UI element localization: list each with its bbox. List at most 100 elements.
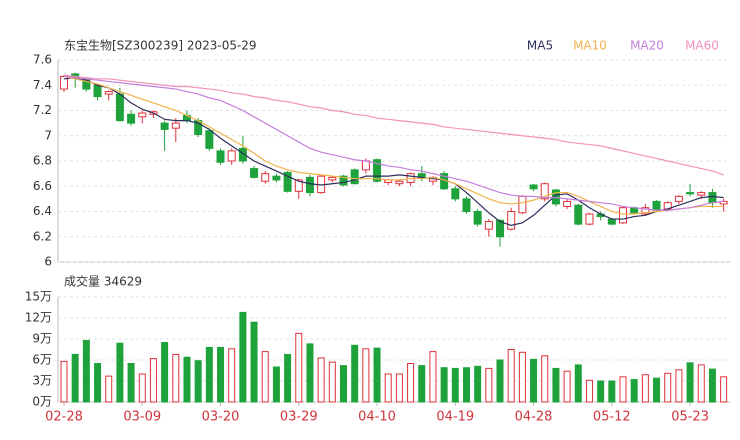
ma-line [63,77,724,227]
candle-body [328,176,337,181]
ma-line [63,75,724,215]
x-tick-label: 03-29 [280,410,318,425]
candle-body [674,195,683,202]
volume-bar [127,363,135,403]
volume-bar [496,359,504,403]
x-tick-label: 03-20 [202,410,240,425]
candle-body [641,207,650,215]
x-tick-label: 02-28 [45,410,83,425]
volume-bar [630,379,638,403]
candle-body [518,195,527,214]
candle-body [507,211,516,230]
y-tick-label: 6.2 [33,229,52,243]
volume-bar [351,344,359,403]
volume-bar [429,351,437,403]
x-tick-label: 04-19 [436,410,474,425]
candle-body [294,179,303,192]
volume-bar [362,348,370,403]
candle-body [205,130,214,149]
candle-body [708,192,717,204]
candle-body [451,188,460,200]
volume-bar [284,353,292,403]
y-tick-label: 6万 [32,353,52,367]
candle-body [686,192,695,195]
y-tick-label: 6.6 [33,179,52,193]
candle-body [607,218,616,225]
volume-bar [228,348,236,403]
volume-bar [194,360,202,403]
y-tick-label: 0万 [32,395,52,409]
y-tick-label: 12万 [25,311,52,325]
volume-bar [217,346,225,403]
volume-bar [440,367,448,403]
candle-body [529,184,538,190]
candle-body [551,189,560,205]
candle-body [350,169,359,185]
volume-bar [82,339,90,403]
volume-bar [697,364,705,403]
volume-bar [407,363,415,403]
volume-bar [462,367,470,403]
y-tick-label: 7.4 [33,78,52,92]
volume-bar [149,358,157,403]
volume-bar [619,376,627,403]
volume-bar [71,353,79,403]
volume-bar [708,368,716,403]
candle-body [160,122,169,130]
volume-bar [608,380,616,403]
candle-body [406,173,415,183]
volume-bar [720,376,728,403]
volume-bar [653,377,661,403]
volume-bar [641,374,649,403]
candle-body [563,200,572,207]
volume-bar [138,373,146,403]
volume-bar [295,332,303,403]
volume-bar [597,380,605,403]
candle-body [283,171,292,192]
candle-body [227,150,236,162]
candle-body [619,207,627,224]
volume-bar [395,373,403,403]
y-tick-label: 6.4 [33,204,52,218]
candle-body [272,175,281,181]
y-tick-label: 7 [44,128,52,142]
candle-body [93,84,102,98]
candle-body [261,173,270,182]
chart-title: 东宝生物[SZ300239] 2023-05-29 [64,39,257,53]
x-tick-label: 05-12 [593,410,631,425]
candle-body [373,159,382,182]
volume-bar [306,343,314,403]
volume-bar [205,346,213,403]
volume-title: 成交量 34629 [64,274,142,289]
volume-bar [563,370,571,403]
ma-line [63,75,724,211]
x-tick-label: 04-10 [358,410,396,425]
volume-bar [384,373,392,403]
volume-bar [418,365,426,403]
candle-body [496,219,505,238]
volume-bar [250,321,258,403]
volume-bar [340,365,347,403]
volume-bar [116,342,124,403]
volume-bar [518,351,526,403]
volume-bar [585,379,593,403]
ma-line [63,74,724,176]
volume-bar [183,356,191,403]
candle-body [171,122,180,129]
y-tick-label: 3万 [32,374,52,388]
candle-body [540,183,549,200]
candle-body [216,150,225,163]
candle-body [250,168,259,178]
candle-body [395,180,404,185]
volume-bar [161,342,169,403]
volume-bar [451,367,459,403]
volume-bar [574,364,582,403]
volume-bar [60,360,68,403]
legend-entry: MA5 [527,39,553,53]
candle-body [104,91,113,95]
candle-body [238,147,247,162]
volume-bar [317,357,325,403]
x-tick-label: 03-09 [123,410,161,425]
y-tick-label: 6 [44,255,52,269]
